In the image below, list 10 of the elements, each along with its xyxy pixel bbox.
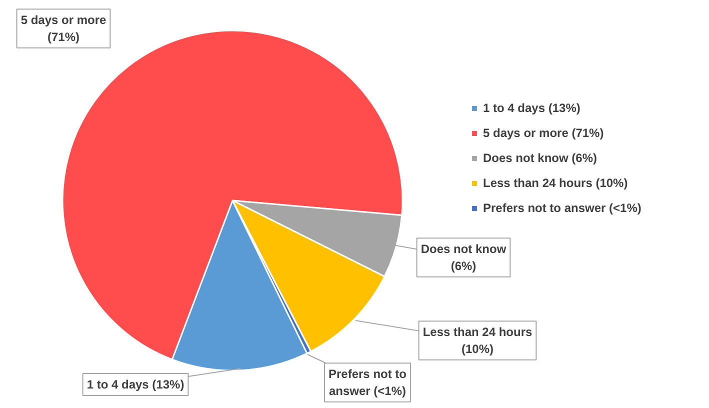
legend-label: Does not know (6%): [483, 151, 598, 165]
slice-label: Does not know (6%): [420, 242, 507, 273]
slice-label: Less than 24 hours (10%): [422, 325, 533, 356]
legend-label: Prefers not to answer (<1%): [483, 201, 642, 215]
legend-label: Less than 24 hours (10%): [483, 176, 628, 190]
slice-label: 1 to 4 days (13%): [86, 378, 184, 392]
legend-label: 1 to 4 days (13%): [483, 101, 580, 115]
slice-label: Prefers not to answer (<1%): [328, 367, 407, 398]
slice-label: 5 days or more (71%): [20, 13, 107, 44]
legend-label: 5 days or more (71%): [483, 126, 604, 140]
